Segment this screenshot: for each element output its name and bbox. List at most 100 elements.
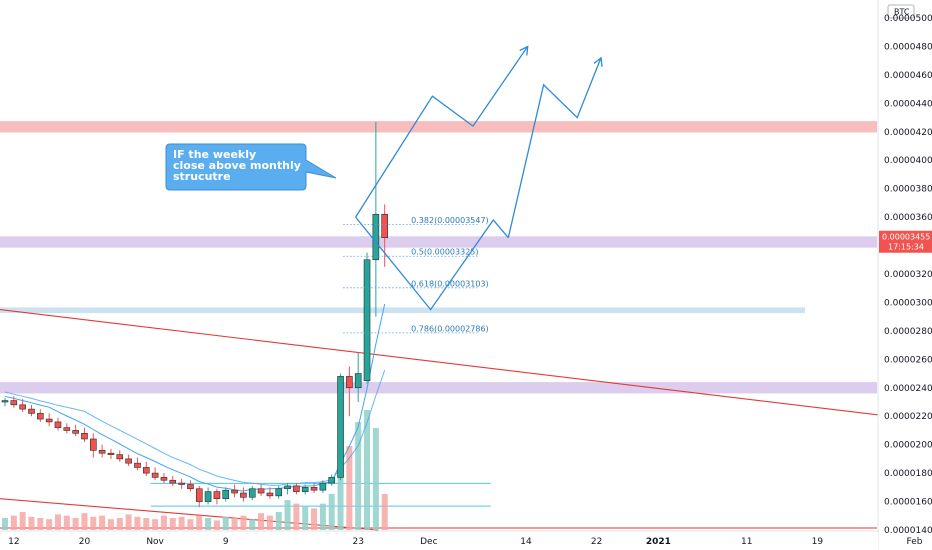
volume-bar [99,515,106,530]
candle-body [372,213,380,261]
candle-body [134,462,141,468]
volume-bar [328,494,335,530]
candle-body [160,477,168,481]
candle-body [10,400,18,406]
candle-body [151,472,159,478]
projection-layer [355,45,603,311]
fib-level-label: 0.382(0.00003547) [411,216,489,225]
projection-path-second [507,57,602,238]
candle-body [381,213,388,239]
candle-body [222,489,230,500]
time-tick-label: 2021 [646,537,671,547]
volume-bar [116,518,123,530]
zone-band [0,382,877,394]
time-tick-label: 14 [520,537,532,547]
candle-body [63,427,71,431]
time-tick-label: 9 [223,537,229,547]
candle-body [125,458,132,464]
volume-bar [302,506,309,530]
candle-body [346,376,353,389]
time-tick-label: Dec [420,537,437,547]
zone-band [0,236,877,248]
annotation-text: IF the weekly [173,148,256,161]
candle-body [293,485,300,492]
candle-body [310,487,318,491]
fib-level-label: 0.5(0.00003325) [411,248,478,257]
time-tick-label: Feb [907,537,923,547]
volume-bar [293,503,300,530]
candle-body [240,492,247,498]
annotation-text: strucutre [173,170,231,183]
time-tick-label: 20 [79,537,91,547]
volume-bar [125,514,132,530]
zones-layer [0,121,877,394]
candle-body [178,482,185,485]
candle-body [328,477,336,484]
volume-bar [231,518,238,530]
time-tick-label: 22 [591,537,602,547]
volume-bar [319,503,326,530]
volume-bar [275,512,282,530]
time-tick-label: Nov [146,537,164,547]
volume-bar [54,514,61,530]
volume-bar [249,519,256,530]
volume-bar [72,518,79,530]
candle-body [72,430,79,434]
volume-bar [90,516,97,530]
volume-bar [196,515,203,530]
volume-bar [337,458,344,530]
volume-bar [107,519,114,530]
zone-band [0,307,805,314]
volume-bar [160,515,167,530]
zone-band [0,121,877,133]
volume-bar [346,446,353,530]
candle-body [98,450,106,454]
volume-bar [143,518,150,530]
volume-bar [311,508,318,530]
volume-bar [266,515,273,530]
volume-bar [46,519,53,530]
time-tick-label: 12 [8,537,19,547]
volume-bar [10,515,17,530]
volume-bar [63,515,70,530]
price-axis-bg [878,0,932,550]
candle-body [354,373,362,389]
candle-body [363,259,371,381]
candle-body [275,488,283,497]
candle-body [337,376,344,478]
volume-bar [178,516,185,530]
candle-body [1,400,9,403]
candle-body [169,479,177,484]
projection-path-main [355,46,529,218]
current-price-badge [879,230,932,253]
price-countdown: 17:15:34 [888,243,924,252]
annotation-text: close above monthly [173,159,301,172]
candle-body [284,485,291,490]
fib-level-label: 0.786(0.00002786) [411,324,489,333]
candle-body [231,489,238,494]
candle-body [319,482,327,491]
candle-body [19,404,26,410]
candle-body [54,421,62,428]
volume-bar [284,500,291,530]
volume-bar [37,518,44,530]
annotation-callout [165,143,337,191]
candle-body [81,432,88,440]
volume-bar [81,513,88,530]
fib-level-label: 0.618(0.00003103) [411,279,489,288]
